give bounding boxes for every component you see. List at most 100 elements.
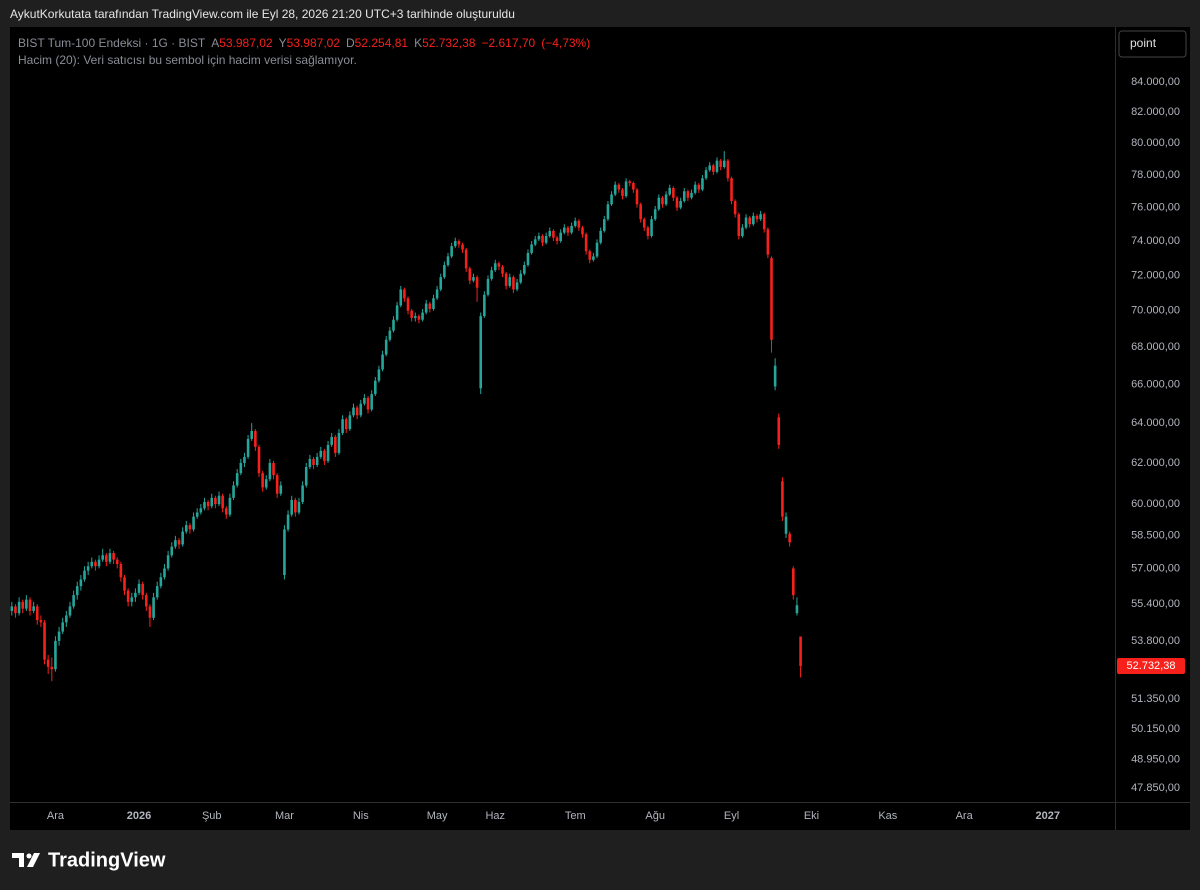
candle-body bbox=[126, 590, 130, 602]
legend-value: 53.987,02 bbox=[286, 36, 340, 50]
candle-body bbox=[468, 268, 472, 281]
candle-body bbox=[686, 191, 690, 198]
candle-body bbox=[519, 273, 522, 283]
candle-body bbox=[312, 458, 315, 465]
y-tick-label: 47.850,00 bbox=[1131, 782, 1180, 794]
candle-body bbox=[254, 430, 257, 447]
y-tick-label: 80.000,00 bbox=[1131, 137, 1180, 149]
candle-body bbox=[617, 184, 621, 190]
y-tick-label: 60.000,00 bbox=[1131, 498, 1180, 510]
candle-body bbox=[334, 436, 337, 453]
candle-body bbox=[563, 227, 566, 233]
candle-body bbox=[203, 501, 206, 509]
candle-body bbox=[17, 601, 21, 614]
candle-body bbox=[792, 568, 795, 596]
logo-text: TradingView bbox=[48, 849, 166, 871]
candle-body bbox=[206, 501, 210, 507]
candle-body bbox=[374, 380, 377, 395]
candle-body bbox=[733, 201, 737, 215]
candle-body bbox=[693, 184, 697, 193]
candle-body bbox=[406, 298, 410, 311]
candle-body bbox=[624, 181, 628, 197]
candle-body bbox=[584, 234, 588, 252]
candle-body bbox=[599, 230, 602, 243]
scale-button[interactable]: point bbox=[1118, 30, 1187, 58]
candle-body bbox=[453, 241, 457, 247]
candle-body bbox=[188, 525, 192, 530]
candle-body bbox=[39, 620, 43, 623]
candle-body bbox=[533, 239, 537, 245]
candle-body bbox=[192, 516, 195, 530]
candle-body bbox=[701, 178, 704, 190]
candle-body bbox=[781, 481, 784, 517]
candle-body bbox=[243, 456, 246, 463]
candle-body bbox=[610, 194, 613, 205]
legend-prefix: K bbox=[414, 36, 423, 50]
candle-body bbox=[246, 438, 250, 457]
candle-body bbox=[395, 305, 399, 320]
candle-body bbox=[752, 215, 755, 225]
y-tick-label: 70.000,00 bbox=[1131, 305, 1180, 317]
candle-body bbox=[90, 561, 94, 567]
candle-body bbox=[323, 450, 326, 461]
candle-body bbox=[795, 605, 799, 614]
candle-body bbox=[661, 197, 664, 205]
candle-body bbox=[755, 215, 759, 220]
candle-body bbox=[184, 525, 188, 532]
candle-body bbox=[28, 599, 32, 611]
candles bbox=[10, 151, 802, 682]
candle-body bbox=[10, 606, 14, 611]
candle-body bbox=[337, 432, 341, 453]
candle-body bbox=[642, 219, 646, 228]
candle-body bbox=[25, 599, 28, 609]
candle-body bbox=[239, 462, 243, 474]
candle-body bbox=[541, 235, 544, 243]
y-tick-label: 50.150,00 bbox=[1131, 723, 1180, 735]
scale-button-label[interactable]: point bbox=[1130, 36, 1157, 50]
candle-body bbox=[148, 606, 152, 618]
candle-body bbox=[432, 298, 435, 309]
candle-body bbox=[388, 330, 392, 340]
candle-body bbox=[697, 184, 701, 190]
candle-body bbox=[294, 499, 297, 513]
candle-body bbox=[86, 566, 90, 571]
candle-body bbox=[297, 501, 301, 513]
candle-body bbox=[457, 241, 461, 245]
candle-body bbox=[722, 160, 726, 167]
candle-body bbox=[421, 312, 424, 320]
candle-body bbox=[363, 397, 366, 404]
scale-button-frame[interactable] bbox=[1118, 30, 1187, 58]
x-tick-label: Haz bbox=[485, 810, 505, 822]
symbol: BIST Tum-100 Endeksi · 1G · BIST bbox=[18, 36, 206, 50]
candle-body bbox=[486, 278, 490, 295]
x-tick-label: May bbox=[427, 810, 448, 822]
candle-body bbox=[57, 631, 61, 641]
last-price-label: 52.732,38 bbox=[1127, 660, 1176, 672]
x-tick-label: 2026 bbox=[127, 810, 151, 822]
attribution: AykutKorkutata tarafından TradingView.co… bbox=[10, 7, 515, 21]
candle-body bbox=[628, 181, 632, 184]
candle-body bbox=[435, 289, 439, 299]
candle-body bbox=[43, 622, 46, 660]
candle-body bbox=[286, 514, 290, 530]
candle-body bbox=[483, 294, 486, 317]
candle-body bbox=[439, 277, 443, 290]
logo-icon bbox=[12, 853, 24, 867]
y-tick-label: 72.000,00 bbox=[1131, 269, 1180, 281]
candle-body bbox=[632, 183, 635, 190]
candle-body bbox=[603, 219, 606, 231]
candle-body bbox=[443, 264, 446, 278]
candle-body bbox=[210, 497, 214, 507]
legend-change-pct: (−4,73%) bbox=[541, 36, 591, 50]
candle-body bbox=[799, 636, 802, 667]
legend-prefix: A bbox=[211, 36, 220, 50]
x-tick-label: Mar bbox=[275, 810, 294, 822]
candle-body bbox=[381, 354, 384, 370]
candle-body bbox=[283, 529, 286, 576]
candle-body bbox=[552, 230, 555, 238]
candle-body bbox=[83, 570, 86, 580]
candle-body bbox=[14, 606, 17, 614]
candle-body bbox=[170, 546, 174, 556]
candle-body bbox=[523, 264, 526, 274]
